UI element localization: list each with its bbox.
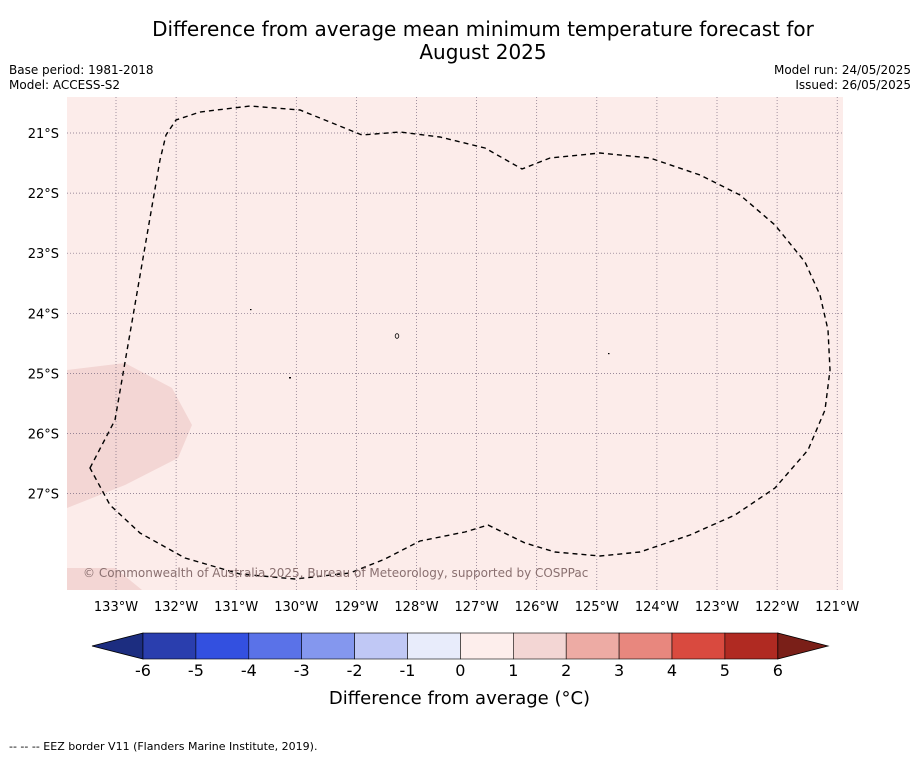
longitude-label: 129°W [334, 600, 378, 615]
colorbar-bin [724, 632, 779, 660]
colorbar-bin [618, 632, 673, 660]
colorbar-title-text: Difference from average ( [328, 688, 562, 709]
colorbar-bin [301, 632, 355, 660]
meta-left: Base period: 1981-2018 Model: ACCESS-S2 [9, 63, 154, 93]
colorbar-title-unit: °C) [561, 688, 591, 709]
latitude-label: 25°S [28, 367, 59, 382]
colorbar-tick-labels: -6 -5 -4 -3 -2 -1 0 1 2 3 4 5 6 [135, 661, 783, 680]
latitude-label: 26°S [28, 428, 59, 443]
colorbar-tick-label: -2 [347, 661, 363, 680]
colorbar-tick-label: -1 [400, 661, 416, 680]
colorbar-tick-label: -6 [135, 661, 151, 680]
forecast-map: © Commonwealth of Australia 2025, Bureau… [28, 97, 860, 680]
colorbar-bin [407, 632, 461, 660]
island-mark [289, 377, 291, 379]
map-background [67, 97, 843, 590]
longitude-label: 131°W [214, 600, 258, 615]
title-line-1: Difference from average mean minimum tem… [152, 17, 814, 41]
anomaly-shaded-region [67, 363, 192, 508]
colorbar-over-arrow [777, 632, 830, 660]
chart-title: Difference from average mean minimum tem… [0, 18, 919, 64]
colorbar-bin [565, 632, 620, 660]
colorbar-bin [460, 632, 514, 660]
colorbar-tick-label: -5 [188, 661, 204, 680]
copyright-notice: © Commonwealth of Australia 2025, Bureau… [83, 566, 588, 580]
colorbar [91, 632, 830, 660]
eez-footer-note: -- -- -- EEZ border V11 (Flanders Marine… [9, 740, 318, 753]
longitude-label: 130°W [274, 600, 318, 615]
longitude-label: 124°W [635, 600, 679, 615]
issued-date: Issued: 26/05/2025 [795, 78, 911, 92]
latitude-label: 21°S [28, 127, 59, 142]
colorbar-tick-label: 3 [614, 661, 624, 680]
longitude-label: 126°W [515, 600, 559, 615]
colorbar-tick-label: 0 [455, 661, 465, 680]
latitude-label: 22°S [28, 187, 59, 202]
island-mark [608, 353, 610, 355]
colorbar-bin [354, 632, 408, 660]
latitude-label: 24°S [28, 307, 59, 322]
latitude-label: 27°S [28, 488, 59, 503]
eez-border [89, 105, 831, 580]
colorbar-under-arrow [91, 632, 144, 660]
colorbar-bin [142, 632, 197, 660]
longitude-label: 122°W [755, 600, 799, 615]
longitude-label: 123°W [695, 600, 739, 615]
model-name: Model: ACCESS-S2 [9, 78, 121, 92]
longitude-label: 121°W [815, 600, 859, 615]
title-line-2: August 2025 [419, 40, 547, 64]
colorbar-tick-label: -4 [241, 661, 257, 680]
graticule [67, 97, 843, 590]
base-period: Base period: 1981-2018 [9, 63, 154, 77]
island-mark [250, 309, 252, 311]
colorbar-tick-label: 1 [508, 661, 518, 680]
colorbar-bin [512, 632, 567, 660]
colorbar-bin [248, 632, 303, 660]
latitude-label: 23°S [28, 247, 59, 262]
colorbar-bin [671, 632, 726, 660]
longitude-label: 125°W [575, 600, 619, 615]
anomaly-shaded-region-south [67, 568, 142, 590]
colorbar-bin [195, 632, 250, 660]
longitude-label: 128°W [394, 600, 438, 615]
colorbar-tick-label: 6 [773, 661, 783, 680]
colorbar-tick-label: 4 [667, 661, 677, 680]
latitude-labels: 21°S 22°S 23°S 24°S 25°S 26°S 27°S [28, 127, 59, 503]
longitude-label: 127°W [455, 600, 499, 615]
island-mark [394, 333, 400, 339]
colorbar-tick-label: 5 [720, 661, 730, 680]
longitude-label: 133°W [94, 600, 138, 615]
colorbar-title: Difference from average (°C) [0, 688, 919, 709]
model-run: Model run: 24/05/2025 [773, 63, 911, 77]
longitude-label: 132°W [154, 600, 198, 615]
longitude-labels: 133°W 132°W 131°W 130°W 129°W 128°W 127°W 126°W… [94, 600, 860, 615]
colorbar-tick-label: 2 [561, 661, 571, 680]
meta-right: Model run: 24/05/2025 Issued: 26/05/2025 [774, 63, 911, 93]
colorbar-tick-label: -3 [294, 661, 310, 680]
